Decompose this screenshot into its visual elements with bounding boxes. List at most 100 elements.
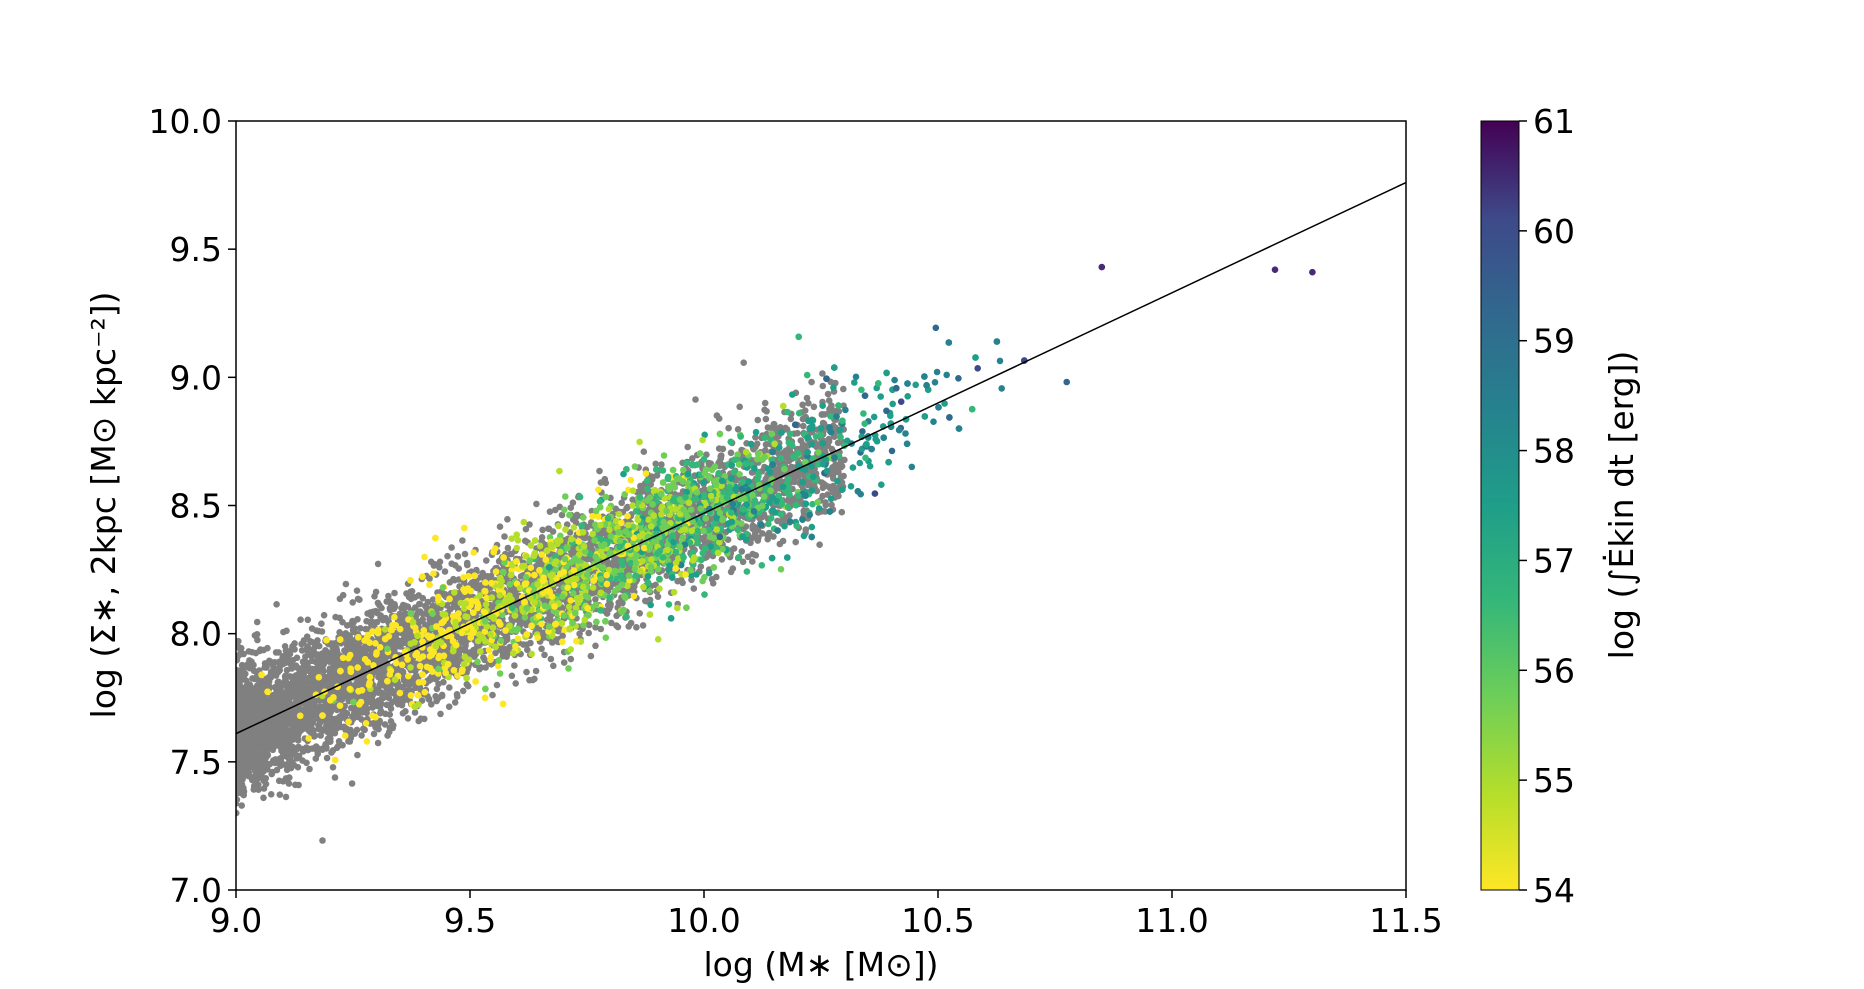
scatter-point — [516, 617, 523, 625]
scatter-point — [481, 656, 489, 664]
scatter-point — [339, 591, 347, 599]
scatter-point — [752, 434, 759, 441]
scatter-point — [504, 516, 511, 523]
scatter-point — [327, 720, 334, 728]
scatter-point — [762, 415, 770, 423]
scatter-point — [354, 751, 361, 759]
scatter-point — [679, 579, 686, 587]
scatter-point — [652, 507, 660, 514]
scatter-point — [592, 596, 599, 603]
scatter-point — [386, 605, 394, 612]
scatter-point — [613, 612, 620, 620]
scatter-point — [416, 608, 424, 615]
scatter-point — [270, 757, 277, 764]
scatter-point — [486, 574, 494, 581]
scatter-point — [605, 561, 613, 569]
scatter-point — [463, 681, 471, 688]
scatter-point — [636, 610, 643, 617]
scatter-point — [375, 721, 382, 728]
scatter-point — [351, 625, 359, 632]
scatter-point — [840, 385, 847, 393]
scatter-point — [300, 717, 308, 724]
scatter-point — [567, 655, 575, 663]
scatter-point — [309, 745, 316, 752]
scatter-point — [263, 764, 271, 772]
scatter-point — [504, 544, 512, 552]
scatter-point — [734, 426, 742, 433]
scatter-point — [329, 680, 336, 688]
scatter-point — [754, 537, 762, 544]
scatter-point — [264, 644, 271, 652]
scatter-point — [374, 739, 382, 747]
scatter-point — [283, 746, 291, 753]
scatter-point — [764, 535, 771, 543]
scatter-point — [343, 622, 351, 629]
scatter-point — [347, 734, 355, 742]
scatter-point — [800, 507, 807, 515]
scatter-point — [654, 593, 662, 600]
scatter-point — [326, 706, 334, 713]
scatter-point — [603, 610, 611, 617]
scatter-point — [353, 726, 361, 734]
scatter-point — [349, 713, 356, 720]
scatter-point — [433, 685, 441, 693]
scatter-point — [355, 713, 362, 721]
scatter-point — [658, 461, 665, 468]
scatter-point — [804, 481, 812, 489]
scatter-point — [822, 501, 829, 509]
scatter-point — [308, 625, 316, 632]
scatter-point — [450, 575, 457, 583]
scatter-point — [614, 623, 622, 631]
scatter-point — [360, 704, 368, 712]
scatter-point — [273, 766, 281, 774]
scatter-point — [523, 668, 530, 676]
scatter-point — [761, 399, 769, 407]
scatter-point — [276, 738, 283, 746]
scatter-point — [236, 673, 241, 680]
scatter-point — [761, 406, 768, 414]
scatter-point — [818, 411, 826, 419]
scatter-point — [399, 683, 407, 691]
scatter-point — [425, 696, 433, 703]
scatter-point — [281, 677, 289, 684]
scatter-point — [404, 715, 412, 722]
scatter-point — [285, 780, 293, 787]
scatter-point — [292, 731, 300, 739]
scatter-point — [268, 770, 276, 778]
scatter-point — [246, 657, 253, 664]
scatter-point — [391, 589, 398, 597]
scatter-point — [287, 720, 295, 727]
scatter-point — [304, 644, 312, 652]
scatter-point — [354, 595, 362, 603]
scatter-point — [776, 540, 784, 548]
scatter-point — [253, 618, 261, 626]
scatter-point — [250, 786, 258, 793]
scatter-point — [764, 424, 772, 431]
scatter-point — [567, 504, 575, 512]
scatter-point — [358, 645, 365, 652]
scatter-point — [402, 708, 409, 715]
scatter-point — [640, 448, 648, 456]
scatter-point — [279, 653, 287, 660]
scatter-point — [597, 625, 605, 633]
scatter-point — [585, 621, 592, 628]
scatter-point — [375, 689, 382, 696]
scatter-point — [281, 643, 289, 650]
scatter-point — [270, 660, 278, 667]
scatter-point — [326, 665, 334, 672]
scatter-point — [507, 586, 514, 594]
scatter-point — [800, 422, 807, 430]
scatter-point — [448, 544, 455, 551]
scatter-point — [459, 537, 466, 544]
scatter-point — [648, 476, 656, 483]
scatter-point — [719, 445, 727, 453]
scatter-point — [236, 778, 244, 785]
scatter-point — [502, 632, 510, 639]
scatter-point — [317, 703, 324, 710]
scatter-point — [311, 679, 319, 686]
scatter-point — [652, 460, 659, 468]
scatter-point — [318, 620, 325, 627]
scatter-point — [718, 556, 726, 563]
scatter-point — [298, 745, 306, 753]
scatter-point — [282, 793, 290, 801]
